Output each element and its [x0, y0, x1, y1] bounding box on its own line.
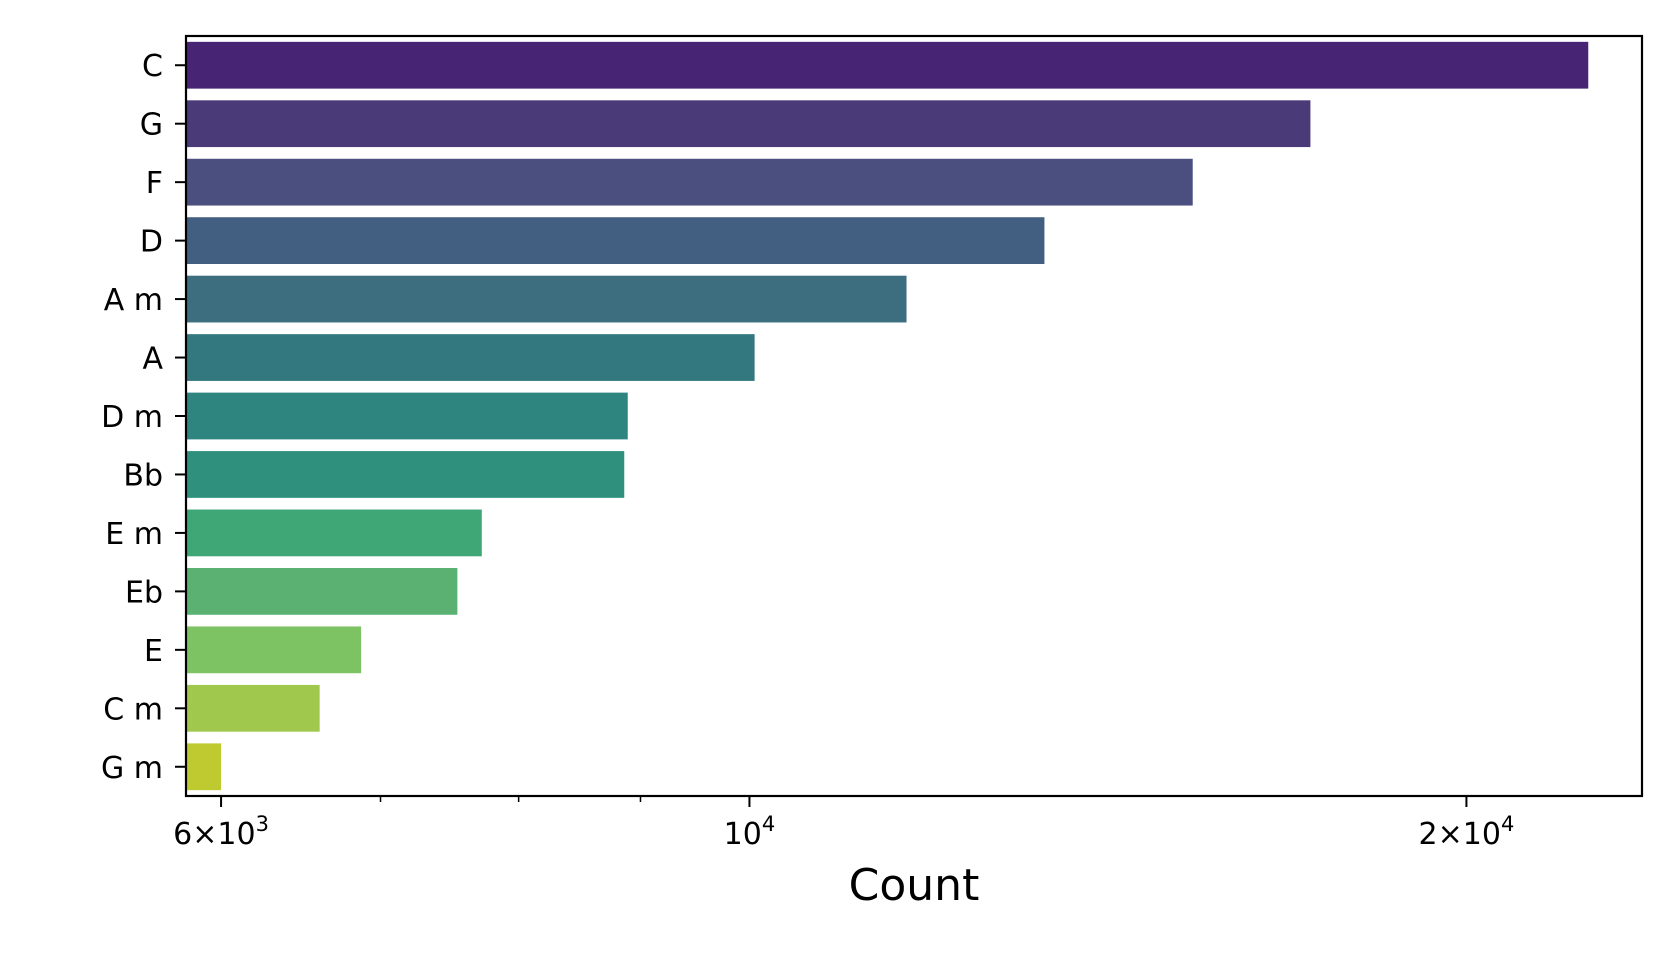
bar-e [186, 626, 362, 674]
y-tick-label-e-m: E m [105, 517, 163, 552]
y-tick-label-c: C [142, 49, 163, 84]
y-tick-label-g-m: G m [101, 751, 163, 786]
bar-c [186, 41, 1589, 89]
bar-d [186, 217, 1045, 264]
y-tick-label-a: A [142, 342, 163, 377]
bar-eb [186, 568, 458, 615]
bar-a [186, 334, 755, 381]
y-tick-label-e: E [144, 634, 163, 669]
y-tick-label-f: F [146, 166, 163, 201]
y-tick-label-bb: Bb [123, 458, 163, 493]
x-tick-label: 6×103 [173, 812, 269, 852]
bar-bb [186, 451, 625, 498]
plot-frame [184, 34, 1644, 798]
x-axis-ticks: 6×103 104 2×104 [173, 796, 1514, 852]
y-tick-label-a-m: A m [104, 283, 163, 318]
bar-g-m [186, 743, 222, 791]
y-tick-label-c-m: C m [103, 692, 163, 727]
y-tick-label-g: G [140, 108, 163, 143]
bar-g [186, 100, 1311, 148]
bar-c-m [186, 684, 320, 732]
y-tick-label-d: D [140, 225, 163, 260]
y-tick-label-eb: Eb [125, 575, 163, 610]
bar-e-m [186, 509, 482, 557]
bar-f [186, 158, 1193, 206]
bars-layer [186, 41, 1589, 791]
bar-d-m [186, 392, 628, 440]
y-tick-label-d-m: D m [101, 400, 163, 435]
x-tick-label: 104 [724, 812, 776, 852]
bar-a-m [186, 275, 907, 323]
x-tick-label: 2×104 [1419, 812, 1515, 852]
x-axis-label: Count [849, 860, 980, 911]
